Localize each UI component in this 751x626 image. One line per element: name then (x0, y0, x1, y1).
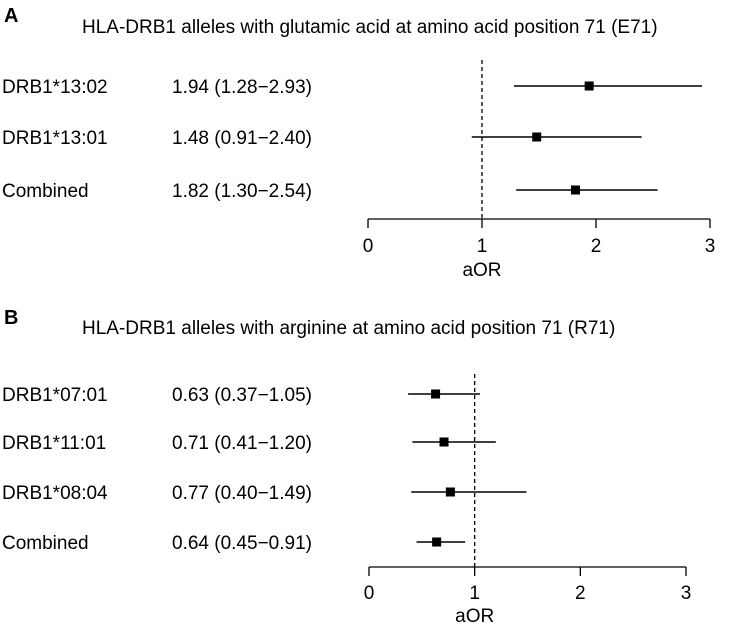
panel-title: HLA-DRB1 alleles with glutamic acid at a… (82, 17, 658, 38)
forest-row: DRB1*13:02 1.94 (1.28−2.93) (2, 77, 703, 98)
row-estimate: 1.48 (0.91−2.40) (172, 128, 312, 149)
forest-row: Combined 0.64 (0.45−0.91) (2, 533, 466, 554)
forest-row: DRB1*13:01 1.48 (0.91−2.40) (2, 128, 642, 149)
panel-letter: A (4, 5, 18, 27)
point-estimate-marker (445, 487, 455, 497)
forest-row: Combined 1.82 (1.30−2.54) (2, 181, 658, 202)
panel-title: HLA-DRB1 alleles with arginine at amino … (82, 318, 615, 339)
x-axis-title: aOR (455, 606, 494, 626)
point-estimate-marker (532, 132, 542, 142)
row-label: DRB1*07:01 (2, 385, 108, 406)
row-label: DRB1*08:04 (2, 483, 108, 504)
x-tick-label: 0 (363, 236, 374, 257)
point-estimate-marker (431, 389, 441, 399)
row-estimate: 0.64 (0.45−0.91) (172, 533, 312, 554)
forest-row: DRB1*08:04 0.77 (0.40−1.49) (2, 483, 527, 504)
forest-row: DRB1*11:01 0.71 (0.41−1.20) (2, 433, 496, 454)
x-tick-label: 2 (575, 583, 586, 604)
row-label: Combined (2, 181, 89, 202)
row-estimate: 1.94 (1.28−2.93) (172, 77, 312, 98)
row-label: DRB1*11:01 (2, 433, 106, 454)
row-estimate: 0.77 (0.40−1.49) (172, 483, 312, 504)
x-tick-label: 2 (591, 236, 602, 257)
row-estimate: 0.71 (0.41−1.20) (172, 433, 312, 454)
point-estimate-marker (584, 81, 594, 91)
panel-b: B HLA-DRB1 alleles with arginine at amino… (2, 307, 691, 626)
x-tick-label: 1 (469, 583, 480, 604)
x-tick-label: 3 (681, 583, 692, 604)
x-axis-title: aOR (462, 260, 501, 281)
panel-a: A HLA-DRB1 alleles with glutamic acid at … (2, 5, 715, 281)
row-estimate: 1.82 (1.30−2.54) (172, 181, 312, 202)
point-estimate-marker (432, 537, 442, 547)
row-estimate: 0.63 (0.37−1.05) (172, 385, 312, 406)
panel-letter: B (4, 307, 18, 329)
forest-row: DRB1*07:01 0.63 (0.37−1.05) (2, 385, 480, 406)
point-estimate-marker (570, 185, 580, 195)
x-tick-label: 3 (705, 236, 716, 257)
row-label: Combined (2, 533, 89, 554)
point-estimate-marker (439, 437, 449, 447)
row-label: DRB1*13:01 (2, 128, 108, 149)
row-label: DRB1*13:02 (2, 77, 108, 98)
x-tick-label: 0 (364, 583, 375, 604)
x-tick-label: 1 (477, 236, 488, 257)
